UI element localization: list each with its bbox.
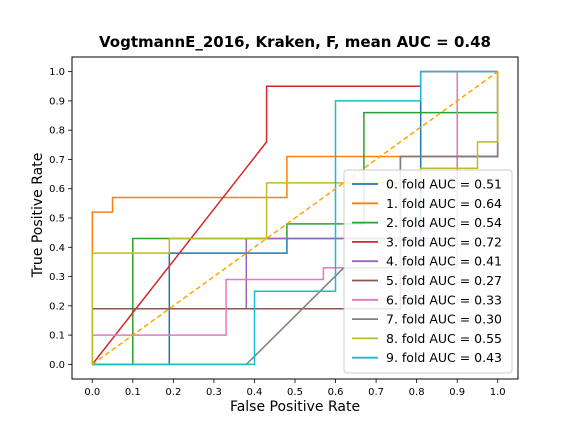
roc-line-fold-6 — [91, 70, 498, 365]
y-tick-label: 0.6 — [49, 184, 65, 195]
y-tick-label: 0.3 — [49, 272, 65, 283]
y-tick-label: 0.5 — [49, 214, 65, 225]
y-tick-label: 0.7 — [49, 155, 65, 166]
legend-label: 9. fold AUC = 0.43 — [386, 350, 502, 365]
legend-box — [343, 169, 513, 374]
x-tick-label: 1.0 — [490, 387, 506, 398]
y-tick-label: 0.0 — [49, 360, 65, 371]
x-axis-label: False Positive Rate — [230, 399, 360, 415]
axis-ticks: 0.0 0.1 0.2 0.3 0.4 0.5 0.6 0.7 0.8 0.9 1.0 0.0 0.1 0… — [49, 67, 506, 398]
chart-title: VogtmannE_2016, Kraken, F, mean AUC = 0.… — [99, 33, 491, 51]
legend-label: 4. fold AUC = 0.41 — [386, 254, 502, 269]
y-tick-label: 0.1 — [49, 331, 65, 342]
legend-label: 3. fold AUC = 0.72 — [386, 234, 502, 249]
x-tick-label: 0.7 — [368, 387, 384, 398]
x-tick-label: 0.0 — [84, 387, 100, 398]
legend-label: 1. fold AUC = 0.64 — [386, 196, 502, 211]
chance-diagonal-line — [91, 71, 499, 365]
x-tick-label: 0.1 — [125, 387, 141, 398]
x-tick-label: 0.3 — [206, 387, 222, 398]
legend-label: 7. fold AUC = 0.30 — [386, 312, 502, 327]
x-tick-label: 0.6 — [328, 387, 344, 398]
legend-label: 0. fold AUC = 0.51 — [386, 177, 502, 192]
roc-line-fold-9 — [92, 70, 498, 366]
y-tick-label: 0.2 — [49, 301, 65, 312]
y-tick-label: 0.9 — [49, 96, 65, 107]
y-tick-label: 1.0 — [49, 67, 65, 78]
y-tick-label: 0.8 — [49, 126, 65, 137]
legend-label: 2. fold AUC = 0.54 — [386, 215, 502, 230]
legend: 0. fold AUC = 0.51 1. fold AUC = 0.64 2. f… — [343, 169, 513, 374]
x-tick-label: 0.5 — [287, 387, 303, 398]
legend-label: 8. fold AUC = 0.55 — [386, 331, 502, 346]
x-tick-label: 0.8 — [409, 387, 425, 398]
legend-label: 5. fold AUC = 0.27 — [386, 273, 502, 288]
x-tick-label: 0.2 — [165, 387, 181, 398]
legend-label: 6. fold AUC = 0.33 — [386, 292, 502, 307]
y-tick-label: 0.4 — [49, 243, 65, 254]
x-tick-label: 0.4 — [247, 387, 263, 398]
y-axis-label: True Positive Rate — [30, 153, 46, 279]
x-tick-label: 0.9 — [449, 387, 465, 398]
